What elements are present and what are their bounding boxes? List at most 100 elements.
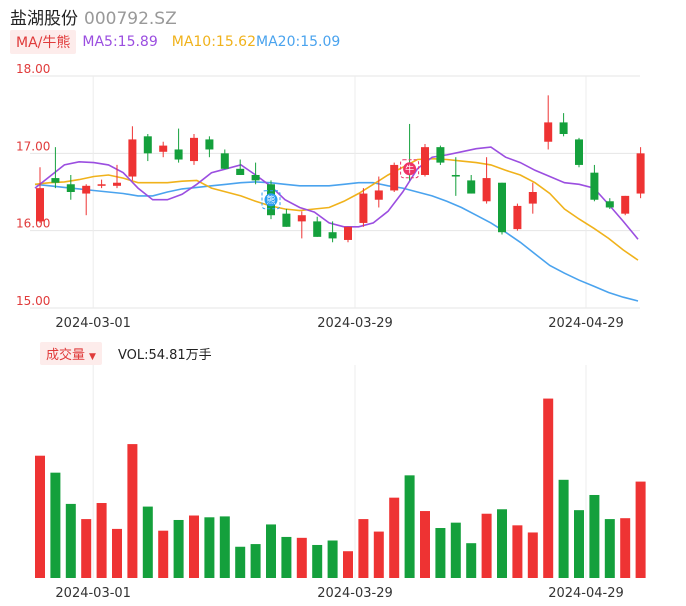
candle-body — [205, 139, 214, 150]
candle-body — [190, 137, 198, 162]
ma20-line — [34, 181, 639, 302]
candle-body — [159, 145, 168, 152]
candle-body — [313, 221, 322, 237]
candle-body — [344, 226, 352, 240]
price-tick-label: 16.00 — [16, 217, 50, 231]
candle-body — [374, 190, 383, 200]
volume-bar — [266, 524, 276, 578]
volume-bar — [204, 517, 215, 578]
candle-body — [390, 164, 399, 191]
volume-bar — [281, 536, 292, 578]
stock-code: 000792.SZ — [84, 9, 177, 29]
candle-body — [51, 178, 60, 183]
volume-bar — [65, 503, 76, 578]
candle-body — [590, 172, 599, 200]
candle-body — [297, 215, 306, 222]
indicator-type-tag[interactable]: MA/牛熊 — [10, 30, 77, 54]
stock-name: 盐湖股份 — [10, 9, 78, 29]
volume-bar — [35, 455, 45, 578]
volume-bar — [173, 519, 184, 578]
volume-date-tick-label: 2024-03-01 — [55, 586, 131, 601]
volume-bar — [158, 530, 169, 578]
ma5-legend: MA5:15.89 — [82, 34, 158, 50]
signal-marker-label: 牛 — [405, 163, 414, 175]
stock-title: 盐湖股份 000792.SZ — [10, 4, 177, 29]
ma5-line — [34, 146, 639, 240]
volume-bar — [189, 515, 199, 578]
candle-body — [544, 122, 553, 142]
ma20-legend: MA20:15.09 — [256, 34, 341, 50]
volume-bar — [312, 544, 323, 578]
ma-legend: MA/牛熊 MA5:15.89 MA10:15.62 MA20:15.09 — [10, 30, 340, 54]
candle-body — [113, 182, 121, 186]
volume-bar — [497, 509, 507, 578]
candle-body — [528, 192, 537, 204]
volume-bar — [96, 503, 107, 578]
volume-bar — [604, 519, 615, 578]
volume-date-tick-label: 2024-04-29 — [548, 586, 624, 601]
volume-bar — [512, 525, 523, 578]
candle-body — [467, 180, 476, 194]
candle-body — [359, 193, 368, 223]
candle-body — [636, 153, 645, 194]
volume-bar — [481, 513, 492, 578]
volume-bar — [620, 518, 631, 578]
candle-body — [97, 184, 106, 186]
volume-bar — [81, 519, 92, 578]
ma10-legend: MA10:15.62 — [171, 34, 257, 50]
candle-body — [251, 174, 260, 181]
volume-bar — [343, 551, 353, 578]
candle-body — [498, 182, 506, 233]
volume-bar — [543, 398, 554, 578]
volume-bar — [373, 531, 384, 578]
price-tick-label: 18.00 — [16, 62, 50, 76]
volume-bar — [127, 444, 138, 578]
volume-bar — [50, 472, 61, 578]
volume-bar — [327, 540, 338, 578]
signal-marker-label: 熊 — [266, 194, 275, 206]
signal-marker-dot — [403, 162, 417, 176]
date-tick-label: 2024-03-29 — [317, 316, 393, 331]
volume-bar — [558, 479, 569, 578]
candle-body — [143, 136, 152, 154]
candle-body — [36, 188, 44, 222]
volume-bar — [250, 544, 261, 578]
volume-type-tag[interactable]: 成交量 ▼ — [40, 342, 102, 365]
ma10-line — [34, 157, 639, 261]
caret-down-icon: ▼ — [89, 352, 96, 362]
candle-body — [82, 185, 91, 194]
volume-bar — [404, 475, 415, 578]
candle-body — [282, 213, 291, 227]
signal-marker-dot — [264, 193, 278, 207]
candle-body — [128, 139, 137, 177]
candle-body — [436, 147, 445, 163]
volume-bar — [435, 528, 446, 578]
candle-body — [220, 153, 229, 169]
candle-body — [328, 232, 337, 239]
volume-bar — [466, 543, 477, 578]
candle-body — [559, 122, 568, 134]
volume-date-tick-label: 2024-03-29 — [317, 586, 393, 601]
volume-legend: 成交量 ▼ VOL:54.81万手 — [40, 342, 212, 365]
candle-body — [513, 205, 522, 230]
volume-bar — [527, 532, 538, 578]
candle-body — [66, 184, 75, 192]
candle-body — [605, 201, 614, 208]
candle-body — [236, 168, 245, 175]
volume-value: VOL:54.81万手 — [117, 348, 212, 363]
candle-body — [421, 147, 429, 175]
price-tick-label: 17.00 — [16, 139, 50, 153]
candle-body — [575, 139, 583, 165]
volume-bar — [450, 522, 461, 578]
volume-bar — [420, 511, 430, 578]
volume-bar — [358, 519, 369, 578]
date-tick-label: 2024-03-01 — [55, 316, 131, 331]
signal-marker-frame — [261, 190, 281, 210]
price-tick-label: 15.00 — [16, 294, 50, 308]
volume-bar — [389, 497, 400, 578]
volume-bar — [219, 516, 230, 578]
candle-body — [482, 178, 491, 202]
volume-tag-label: 成交量 — [46, 348, 86, 363]
volume-bar — [112, 528, 122, 578]
